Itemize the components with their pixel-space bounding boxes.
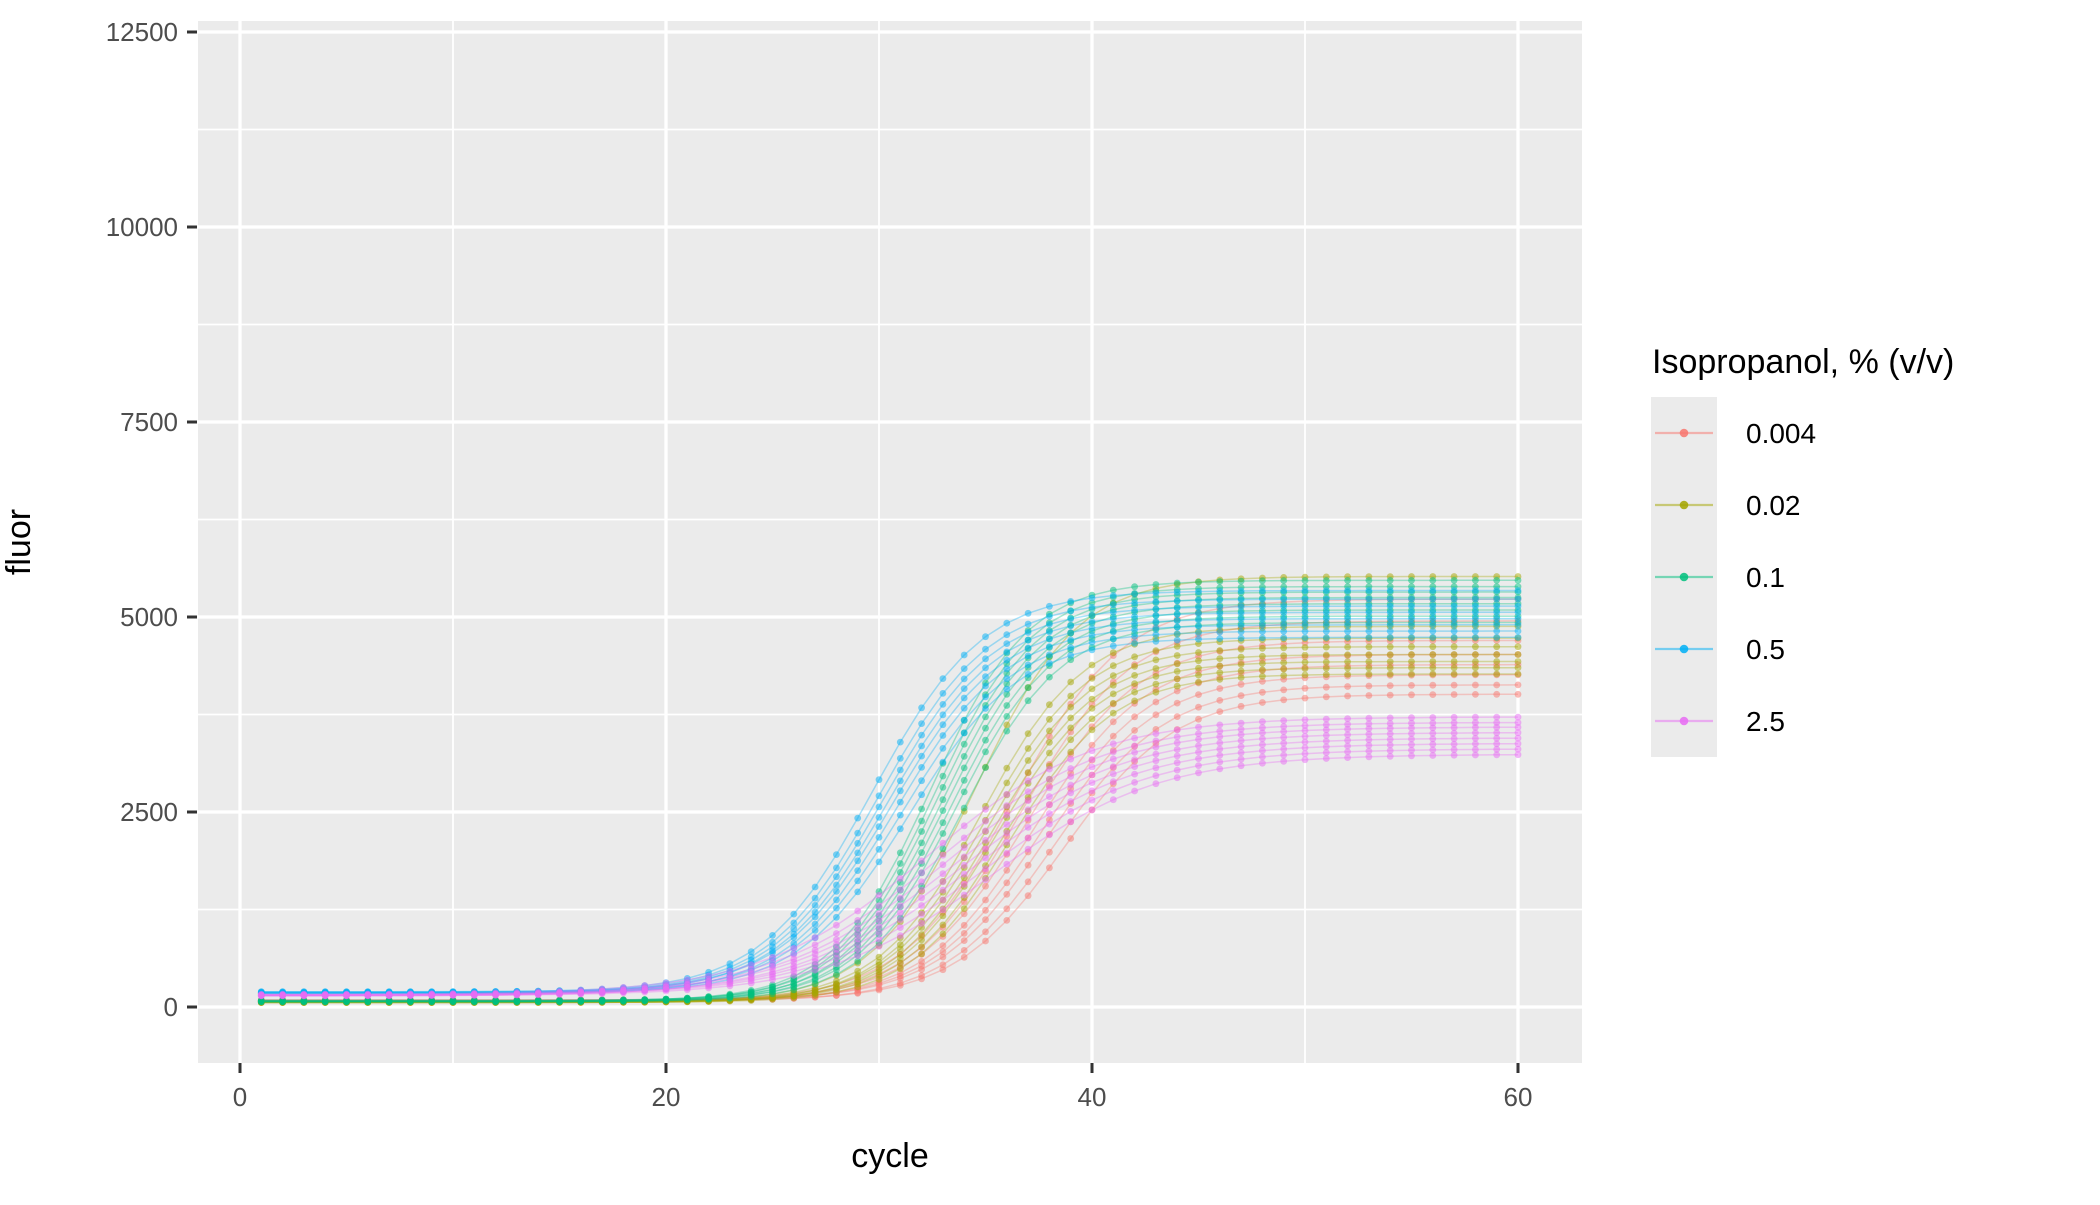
series-line <box>261 617 1518 993</box>
legend-key-point <box>1679 644 1689 654</box>
legend-label: 0.5 <box>1746 634 1785 665</box>
series-line <box>261 630 1518 994</box>
series-line <box>261 620 1519 1002</box>
series-line <box>261 602 1518 1002</box>
x-tick-label: 60 <box>1504 1082 1533 1112</box>
series-line <box>261 663 1519 1002</box>
axis-tick-marks <box>187 30 1520 1073</box>
series-line <box>261 636 1518 994</box>
legend-item: 0.02 <box>1651 469 1801 541</box>
series-line <box>261 589 1518 993</box>
series-line <box>261 693 1518 1002</box>
series-line <box>261 673 1518 1004</box>
data-series <box>257 573 1522 1006</box>
legend-label: 0.004 <box>1746 418 1816 449</box>
legend-title: Isopropanol, % (v/v) <box>1652 343 1954 381</box>
series-line <box>261 609 1518 1003</box>
legend: Isopropanol, % (v/v) 0.004 0.02 0.1 0.5 … <box>1651 343 1954 757</box>
series-line <box>261 737 1519 997</box>
series-line <box>261 639 1518 1001</box>
series-line <box>261 731 1519 996</box>
series-line <box>261 596 1518 1003</box>
series-line <box>261 591 1518 1002</box>
series-line <box>261 721 1518 996</box>
series-line <box>261 666 1518 1003</box>
series-line <box>261 748 1519 996</box>
series-line <box>261 611 1518 995</box>
series-line <box>261 598 1518 1002</box>
series-line <box>261 716 1518 996</box>
series-line <box>261 684 1519 1002</box>
legend-item: 0.5 <box>1651 613 1785 685</box>
legend-label: 0.02 <box>1746 490 1801 521</box>
panel-background <box>198 21 1582 1063</box>
legend-key-point <box>1679 428 1689 438</box>
legend-item: 2.5 <box>1651 685 1785 757</box>
x-axis-title: cycle <box>851 1137 928 1175</box>
series-line <box>261 575 1518 1003</box>
y-tick-label: 7500 <box>120 407 178 437</box>
x-tick-label: 40 <box>1078 1082 1107 1112</box>
series-line <box>261 625 1518 1003</box>
series-line <box>261 645 1518 1003</box>
series-line <box>261 579 1518 1002</box>
series-line <box>261 585 1518 1003</box>
series-line <box>261 615 1518 1002</box>
y-tick-label: 5000 <box>120 602 178 632</box>
legend-item: 0.1 <box>1651 541 1785 613</box>
y-tick-label: 10000 <box>106 212 178 242</box>
series-points <box>257 713 1522 1000</box>
gridlines <box>198 21 1582 1063</box>
axis-tick-labels: 0 20 40 60 0 2500 5000 7500 10000 12500 <box>106 17 1533 1112</box>
legend-key-point <box>1679 500 1689 510</box>
series-line <box>261 674 1518 1001</box>
series-line <box>261 653 1518 1004</box>
series-line <box>261 637 1518 1004</box>
series-line <box>261 753 1519 997</box>
series-line <box>261 660 1518 1003</box>
legend-item: 0.004 <box>1651 397 1816 469</box>
series-line <box>261 653 1518 1003</box>
series-line <box>261 621 1518 1003</box>
y-tick-label: 2500 <box>120 797 178 827</box>
legend-label: 0.1 <box>1746 562 1785 593</box>
legend-key-point <box>1679 572 1689 582</box>
y-tick-label: 12500 <box>106 17 178 47</box>
y-axis-title: fluor <box>0 509 38 575</box>
series-line <box>261 742 1519 997</box>
series-line <box>261 598 1518 994</box>
y-tick-label: 0 <box>164 992 178 1022</box>
series-line <box>261 726 1518 997</box>
series-line <box>261 605 1518 994</box>
x-tick-label: 0 <box>233 1082 247 1112</box>
legend-label: 2.5 <box>1746 706 1785 737</box>
legend-key-point <box>1679 716 1689 726</box>
x-tick-label: 20 <box>652 1082 681 1112</box>
series-line <box>261 624 1518 995</box>
